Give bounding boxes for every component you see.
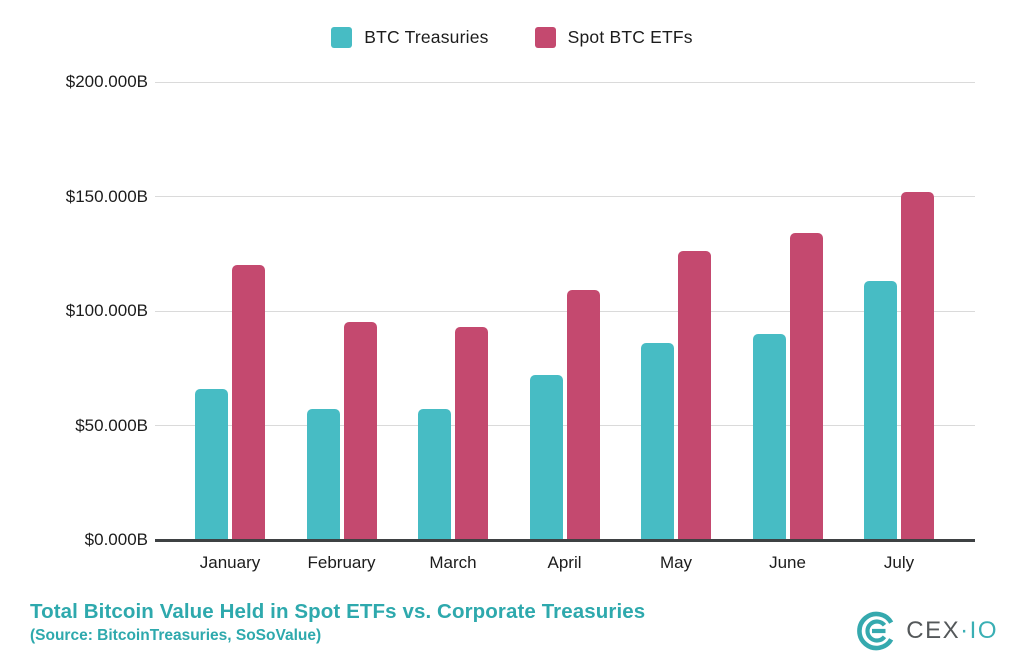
- brand-text-io: IO: [969, 617, 998, 644]
- bar-btc-treasuries-july: [864, 281, 897, 540]
- bar-spot-btc-etfs-may: [678, 251, 711, 540]
- brand-logo: CEX · IO: [855, 610, 998, 652]
- x-axis-label-march: March: [429, 553, 477, 572]
- bar-btc-treasuries-february: [306, 409, 340, 540]
- cexio-logo-icon: [857, 611, 894, 651]
- x-axis-label-january: January: [199, 553, 261, 572]
- gridline-150: [155, 196, 975, 197]
- chart-title: Total Bitcoin Value Held in Spot ETFs vs…: [30, 600, 646, 623]
- x-axis-label-february: February: [307, 553, 376, 572]
- bar-spot-btc-etfs-january: [232, 265, 265, 540]
- bar-spot-btc-etfs-april: [566, 290, 600, 540]
- legend-label-spot-btc-etfs: Spot BTC ETFs: [567, 27, 693, 47]
- y-axis-label-200: $200.000B: [65, 72, 148, 91]
- bar-spot-btc-etfs-june: [789, 233, 823, 540]
- legend-label-btc-treasuries: BTC Treasuries: [364, 27, 489, 47]
- x-axis-label-may: May: [659, 553, 693, 572]
- bar-btc-treasuries-may: [641, 343, 674, 540]
- y-axis-label-50: $50.000B: [75, 415, 148, 435]
- bar-spot-btc-etfs-march: [455, 327, 488, 540]
- chart-source: (Source: BitcoinTreasuries, SoSoValue): [30, 627, 322, 644]
- brand-text-cex: CEX: [906, 617, 961, 644]
- x-axis-line: [155, 539, 975, 542]
- legend-item-btc-treasuries: BTC Treasuries: [331, 27, 488, 48]
- y-axis-label-100: $100.000B: [65, 301, 148, 320]
- x-axis-label-april: April: [547, 553, 582, 572]
- bar-spot-btc-etfs-july: [901, 191, 934, 540]
- bar-btc-treasuries-march: [418, 409, 451, 540]
- gridline-100: [155, 310, 975, 312]
- y-axis-label-0: $0.000B: [84, 530, 148, 549]
- x-axis-label-july: July: [883, 553, 915, 572]
- brand-text-separator: ·: [960, 617, 970, 644]
- legend-swatch-spot-btc-etfs: [534, 27, 556, 48]
- legend-swatch-btc-treasuries: [331, 27, 353, 48]
- cexio-logo-text: CEX · IO: [906, 617, 998, 645]
- gridline-200: [155, 81, 975, 83]
- legend: BTC Treasuries Spot BTC ETFs: [0, 27, 1024, 48]
- bar-btc-treasuries-june: [752, 333, 786, 540]
- legend-item-spot-btc-etfs: Spot BTC ETFs: [534, 27, 693, 48]
- gridline-50: [155, 425, 975, 426]
- x-axis-label-june: June: [769, 553, 806, 572]
- bar-btc-treasuries-april: [529, 375, 563, 540]
- y-axis-label-150: $150.000B: [65, 186, 148, 206]
- bar-btc-treasuries-january: [195, 388, 228, 540]
- bar-spot-btc-etfs-february: [343, 322, 377, 540]
